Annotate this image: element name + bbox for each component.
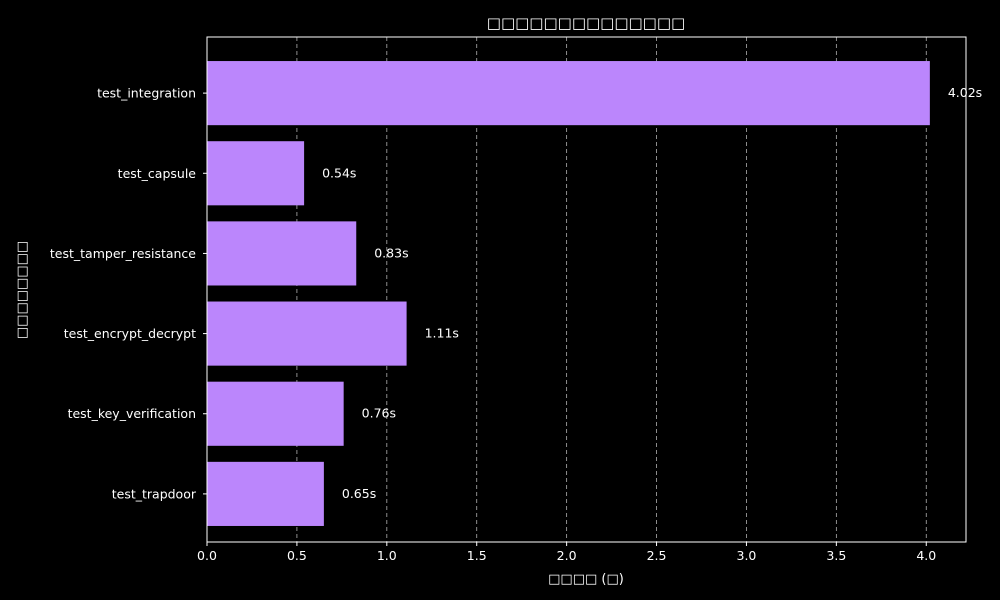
y-tick-label: test_capsule xyxy=(118,166,197,181)
x-tick-label: 4.0 xyxy=(916,548,936,563)
y-axis-title: □□□□□□□□ xyxy=(15,241,30,339)
bar-test_key_verification xyxy=(207,381,344,446)
bar-test_integration xyxy=(207,61,930,126)
y-tick-label: test_tamper_resistance xyxy=(50,246,196,261)
x-tick-label: 3.0 xyxy=(737,548,757,563)
x-tick-labels: 0.0 0.5 1.0 1.5 2.0 2.5 3.0 3.5 4.0 xyxy=(197,542,936,563)
x-tick-label: 1.0 xyxy=(377,548,397,563)
x-axis-title: □□□□ (□) xyxy=(548,572,624,587)
bar-test_capsule xyxy=(207,141,305,206)
x-tick-label: 2.0 xyxy=(557,548,577,563)
chart-title: □□□□□□□□□□□□□□ xyxy=(487,14,685,32)
x-tick-label: 0.5 xyxy=(287,548,307,563)
y-tick-label: test_key_verification xyxy=(68,406,196,421)
plot-frame xyxy=(206,36,967,543)
y-tick-label: test_trapdoor xyxy=(112,486,197,501)
x-tick-label: 2.5 xyxy=(647,548,667,563)
bars xyxy=(207,61,930,526)
data-label: 1.11s xyxy=(425,326,459,341)
data-label: 0.65s xyxy=(342,486,376,501)
y-tick-label: test_integration xyxy=(97,86,196,101)
bar-test_encrypt_decrypt xyxy=(207,301,407,366)
y-tick-labels: test_integration test_capsule test_tamper_… xyxy=(50,86,207,501)
data-label: 0.83s xyxy=(374,245,408,260)
x-tick-label: 3.5 xyxy=(826,548,846,563)
x-tick-label: 0.0 xyxy=(197,548,217,563)
y-tick-label: test_encrypt_decrypt xyxy=(64,326,196,341)
data-label: 4.02s xyxy=(948,85,982,100)
x-tick-label: 1.5 xyxy=(467,548,487,563)
data-labels: 4.02s 0.54s 0.83s 1.11s 0.76s 0.65s xyxy=(322,85,982,501)
bar-test_tamper_resistance xyxy=(207,221,357,286)
bar-test_trapdoor xyxy=(207,461,324,526)
data-label: 0.54s xyxy=(322,165,356,180)
data-label: 0.76s xyxy=(362,406,396,421)
